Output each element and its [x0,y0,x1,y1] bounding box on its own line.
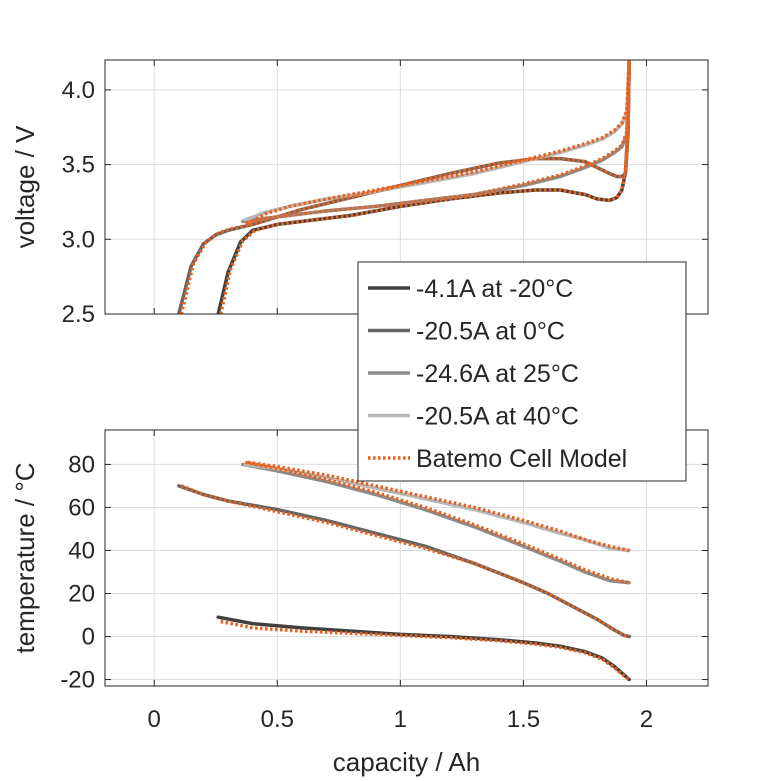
legend: -4.1A at -20°C -20.5A at 0°C -24.6A at 25°… [357,261,687,482]
legend-entry-label: -20.5A at 40°C [416,403,579,431]
temp-series-line-4 [220,619,631,681]
temp-x-axis-label: capacity / Ah [333,747,480,777]
voltage-y-tick-label: 4.0 [62,77,95,104]
voltage-y-tick-label: 2.5 [62,301,95,328]
temp-y-tick-label: -20 [60,667,95,694]
legend-entry-label: Batemo Cell Model [416,445,627,473]
temp-y-tick-label: 80 [68,451,95,478]
temp-x-tick-label: 0.5 [261,706,294,733]
legend-entry-label: -4.1A at -20°C [416,275,573,303]
temp-x-tick-label: 2 [640,706,653,733]
temperature-panel: -20 0 20 40 60 80 0 0.5 1 1.5 2 temperature / °C cap… [10,429,709,777]
voltage-y-tick-label: 3.5 [62,152,95,179]
voltage-series-line-6 [244,60,631,225]
voltage-y-axis-label: voltage / V [10,125,40,249]
temp-y-tick-label: 0 [82,624,95,651]
legend-entry-label: -24.6A at 25°C [416,360,579,388]
temp-series-group [177,460,631,682]
temp-y-tick-label: 40 [68,537,95,564]
legend-box [357,261,687,482]
temp-x-tick-label: 0 [148,706,161,733]
voltage-series-line-5 [179,60,631,314]
temp-y-tick-label: 20 [68,580,95,607]
temp-x-tick-label: 1.5 [507,706,540,733]
temp-y-axis-label: temperature / °C [10,462,40,653]
voltage-series-line-4 [218,60,631,314]
temp-series-line-7 [247,460,630,553]
voltage-y-tick-label: 3.0 [62,226,95,253]
temp-series-line-2 [241,462,631,585]
temp-series-line-5 [180,484,630,639]
voltage-series-group [177,60,631,314]
temp-series-line-6 [244,460,630,585]
temp-y-tick-label: 60 [68,494,95,521]
temp-x-tick-label: 1 [394,706,407,733]
legend-entry-label: -20.5A at 0°C [416,318,565,346]
